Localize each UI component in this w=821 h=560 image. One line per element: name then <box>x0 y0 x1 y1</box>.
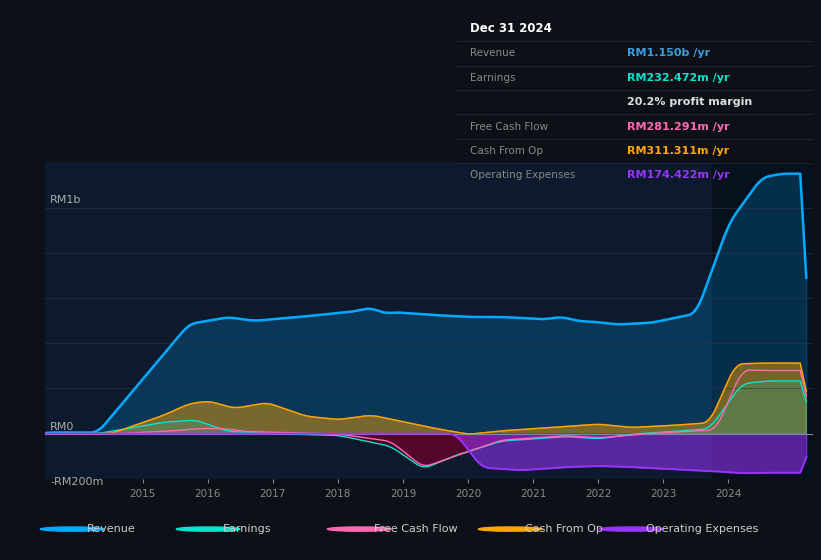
Text: Operating Expenses: Operating Expenses <box>470 170 576 180</box>
Text: RM1b: RM1b <box>50 195 82 206</box>
Text: Operating Expenses: Operating Expenses <box>646 524 759 534</box>
Circle shape <box>40 527 103 531</box>
Circle shape <box>599 527 663 531</box>
Text: Earnings: Earnings <box>223 524 272 534</box>
Text: -RM200m: -RM200m <box>50 477 103 487</box>
Text: Cash From Op: Cash From Op <box>470 146 543 156</box>
Text: RM311.311m /yr: RM311.311m /yr <box>627 146 729 156</box>
Text: 20.2% profit margin: 20.2% profit margin <box>627 97 752 107</box>
Text: Earnings: Earnings <box>470 73 516 83</box>
Circle shape <box>328 527 391 531</box>
Text: Revenue: Revenue <box>87 524 136 534</box>
Text: RM0: RM0 <box>50 422 75 432</box>
Bar <box>712 162 813 479</box>
Text: Free Cash Flow: Free Cash Flow <box>470 122 548 132</box>
Text: RM281.291m /yr: RM281.291m /yr <box>627 122 730 132</box>
Text: RM1.150b /yr: RM1.150b /yr <box>627 48 710 58</box>
Text: RM174.422m /yr: RM174.422m /yr <box>627 170 730 180</box>
Text: Revenue: Revenue <box>470 48 515 58</box>
Text: Dec 31 2024: Dec 31 2024 <box>470 22 552 35</box>
Circle shape <box>177 527 240 531</box>
Text: RM232.472m /yr: RM232.472m /yr <box>627 73 730 83</box>
Text: Free Cash Flow: Free Cash Flow <box>374 524 458 534</box>
Circle shape <box>479 527 542 531</box>
Text: Cash From Op: Cash From Op <box>525 524 603 534</box>
